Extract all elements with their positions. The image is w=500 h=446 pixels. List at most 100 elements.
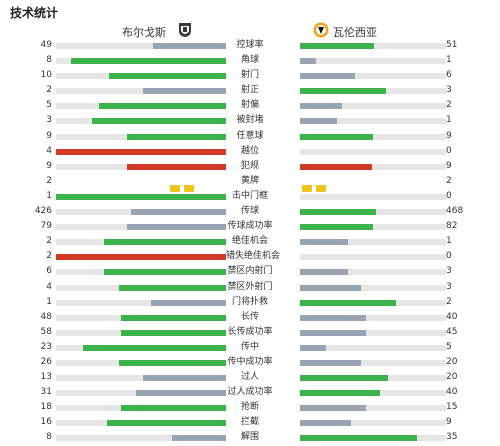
away-bar — [300, 133, 373, 140]
away-value: 9 — [446, 130, 452, 141]
home-value: 8 — [46, 432, 52, 443]
away-value: 1 — [446, 55, 452, 66]
away-bar-track — [300, 359, 446, 366]
home-bar — [71, 58, 226, 65]
home-value: 26 — [40, 356, 52, 367]
away-bar-track — [300, 148, 446, 155]
home-bar-track — [56, 239, 226, 246]
home-bar — [83, 344, 226, 351]
home-bar-track — [56, 148, 226, 155]
home-value: 18 — [40, 402, 52, 413]
away-bar-track — [300, 375, 446, 382]
stat-label: 犯规 — [240, 160, 259, 171]
stat-label: 任意球 — [236, 130, 264, 141]
away-value: 20 — [446, 372, 458, 383]
away-bar-track — [300, 193, 446, 200]
stat-row: 13 过人 20 — [0, 370, 500, 385]
home-bar — [152, 43, 226, 49]
home-bar — [118, 284, 226, 291]
home-bar — [127, 224, 226, 231]
away-bar — [300, 405, 366, 412]
away-bar — [300, 435, 417, 442]
away-bar-track — [300, 435, 446, 442]
home-bar — [127, 163, 226, 170]
home-bar — [56, 193, 226, 200]
away-bar-track — [300, 73, 446, 80]
valencia-logo-icon[interactable] — [313, 22, 329, 38]
home-value: 10 — [40, 70, 52, 81]
stats-list: 49 控球率 51 8 角球 1 10 射门 6 2 射正 3 5 射偏 2 3 被封堵 1 9 任意球 9 4 越位 0 9 犯… — [0, 38, 500, 446]
home-value: 426 — [34, 206, 52, 217]
stat-label: 过人 — [240, 372, 259, 383]
home-value: 31 — [40, 387, 52, 398]
stat-row: 4 越位 0 — [0, 144, 500, 159]
yellow-card-icon — [184, 184, 194, 192]
home-bar-track — [56, 133, 226, 140]
home-yellow-cards — [170, 177, 198, 192]
away-bar — [300, 209, 376, 216]
home-bar — [103, 269, 226, 276]
home-value: 8 — [46, 55, 52, 66]
stat-label: 传球成功率 — [227, 221, 273, 232]
stat-label: 门将扑救 — [231, 296, 268, 307]
home-value: 13 — [40, 372, 52, 383]
home-value: 3 — [46, 115, 52, 126]
home-bar — [120, 329, 226, 336]
home-bar-track — [56, 284, 226, 291]
away-bar-track — [300, 329, 446, 336]
away-bar — [300, 359, 362, 366]
stat-label: 传中成功率 — [227, 356, 273, 367]
home-bar-track — [56, 163, 226, 170]
burgos-logo-icon[interactable] — [177, 22, 193, 38]
stat-label: 错失绝佳机会 — [226, 251, 281, 262]
home-value: 23 — [40, 341, 52, 352]
home-bar — [56, 254, 226, 261]
away-value: 3 — [446, 266, 452, 277]
yellow-card-icon — [316, 184, 326, 192]
stat-label: 击中门框 — [231, 190, 268, 201]
stat-row: 8 角球 1 — [0, 53, 500, 68]
away-value: 40 — [446, 311, 458, 322]
away-bar-track — [300, 118, 446, 125]
stat-row: 48 长传 40 — [0, 310, 500, 325]
home-bar-track — [56, 254, 226, 261]
away-bar — [300, 103, 343, 110]
stat-row: 6 禁区内射门 3 — [0, 264, 500, 279]
stat-label: 被封堵 — [236, 115, 264, 126]
stat-row: 10 射门 6 — [0, 68, 500, 83]
away-bar — [300, 43, 375, 49]
stat-row: 2 射正 3 — [0, 83, 500, 98]
stat-label: 传中 — [240, 341, 259, 352]
home-bar — [142, 88, 226, 95]
home-bar-track — [56, 118, 226, 125]
stat-row: 58 长传成功率 45 — [0, 325, 500, 340]
away-value: 2 — [446, 175, 452, 186]
home-value: 2 — [46, 236, 52, 247]
home-bar-track — [56, 88, 226, 95]
home-value: 79 — [40, 221, 52, 232]
home-bar-track — [56, 43, 226, 49]
stat-label: 传球 — [240, 206, 259, 217]
away-bar-track — [300, 390, 446, 397]
stat-row: 4 禁区外射门 3 — [0, 280, 500, 295]
home-bar — [103, 239, 226, 246]
away-bar-track — [300, 88, 446, 95]
home-value: 4 — [46, 145, 52, 156]
away-bar — [300, 390, 381, 397]
home-bar — [120, 405, 226, 412]
home-bar-track — [56, 299, 226, 306]
away-bar — [300, 224, 373, 231]
away-value: 1 — [446, 236, 452, 247]
home-bar-track — [56, 193, 226, 200]
away-bar-track — [300, 224, 446, 231]
stat-row: 9 任意球 9 — [0, 129, 500, 144]
home-team-name[interactable]: 布尔戈斯 — [122, 26, 166, 39]
home-value: 5 — [46, 100, 52, 111]
home-value: 2 — [46, 175, 52, 186]
stat-label: 角球 — [240, 55, 259, 66]
away-bar — [300, 118, 337, 125]
home-value: 2 — [46, 251, 52, 262]
away-team-name[interactable]: 瓦伦西亚 — [333, 26, 377, 39]
home-bar — [108, 73, 226, 80]
away-value: 45 — [446, 326, 458, 337]
